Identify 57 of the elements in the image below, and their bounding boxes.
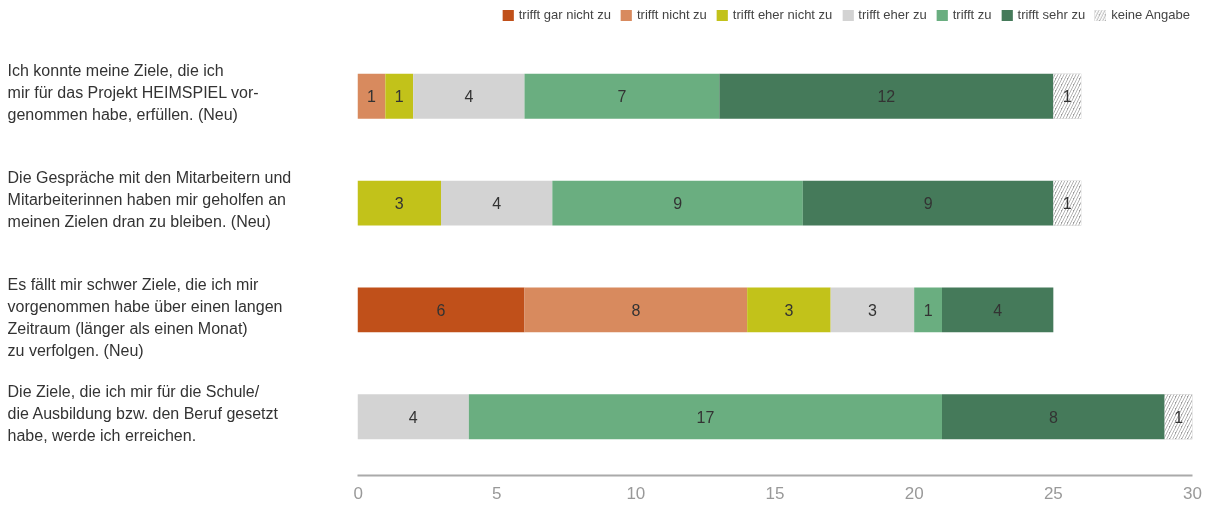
data-label: 17 <box>696 408 715 426</box>
data-label: 1 <box>394 88 404 106</box>
x-tick-label: 5 <box>491 483 502 503</box>
data-label: 3 <box>394 195 404 213</box>
data-label: 8 <box>631 301 641 319</box>
data-label: 4 <box>464 88 474 106</box>
data-label: 7 <box>617 88 627 106</box>
bar <box>468 394 942 440</box>
legend-label: trifft sehr zu <box>1017 7 1086 22</box>
data-label: 1 <box>923 301 933 319</box>
bar <box>830 287 915 333</box>
x-tick-label: 15 <box>765 483 785 503</box>
bar <box>385 73 414 119</box>
x-tick-label: 0 <box>353 483 363 503</box>
x-tick-label: 25 <box>1043 483 1063 503</box>
y-tick-label: Die Gespräche mit den Mitarbeitern und Mitarbeiterinnen haben mir geholfen an meinen Zielen dran zu bleiben. (Neu) <box>7 168 292 231</box>
y-tick-label: Es fällt mir schwer Ziele, die ich mir vorgenommen habe über einen langen Zeitraum (länger als einen Monat) zu verfolgen. (Neu) <box>7 275 283 360</box>
data-label: 3 <box>867 301 877 319</box>
data-label: 1 <box>1174 408 1184 426</box>
bar <box>413 73 525 119</box>
bar <box>357 180 441 226</box>
data-label: 4 <box>408 408 418 426</box>
bar <box>441 180 553 226</box>
data-label: 12 <box>877 88 896 106</box>
bar <box>524 287 748 333</box>
legend-label: trifft gar nicht zu <box>518 7 611 22</box>
legend-label: keine Angabe <box>1111 7 1190 22</box>
data-label: 9 <box>923 195 933 213</box>
bar <box>524 73 720 119</box>
bar <box>357 287 525 333</box>
y-tick-label: Die Ziele, die ich mir für die Schule/ die Ausbildung bzw. den Beruf gesetzt habe, werde ich erreichen. <box>7 382 279 444</box>
x-tick-label: 30 <box>1183 483 1202 503</box>
x-tick-label: 10 <box>626 483 646 503</box>
bar <box>357 394 469 440</box>
bar <box>552 180 803 226</box>
bar <box>942 394 1165 440</box>
data-label: 4 <box>492 195 502 213</box>
data-label: 8 <box>1048 408 1058 426</box>
y-tick-label: Ich konnte meine Ziele, die ich mir für das Projekt HEIMSPIEL vor- genommen habe, erfüllen. (Neu) <box>7 62 259 124</box>
data-label: 1 <box>366 88 376 106</box>
data-label: 3 <box>784 301 794 319</box>
data-label: 4 <box>993 301 1003 319</box>
data-label: 1 <box>1062 195 1072 213</box>
data-label: 9 <box>673 195 683 213</box>
bar <box>802 180 1054 226</box>
bar <box>719 73 1054 119</box>
legend-label: trifft eher nicht zu <box>732 7 833 22</box>
legend-label: trifft eher zu <box>858 7 927 22</box>
legend-label: trifft nicht zu <box>637 7 707 22</box>
bar <box>942 287 1054 333</box>
data-label: 1 <box>1062 88 1072 106</box>
bar <box>357 73 386 119</box>
data-label: 6 <box>436 301 446 319</box>
bar <box>914 287 942 333</box>
bar <box>747 287 831 333</box>
x-tick-label: 20 <box>904 483 924 503</box>
legend-label: trifft zu <box>952 7 992 22</box>
